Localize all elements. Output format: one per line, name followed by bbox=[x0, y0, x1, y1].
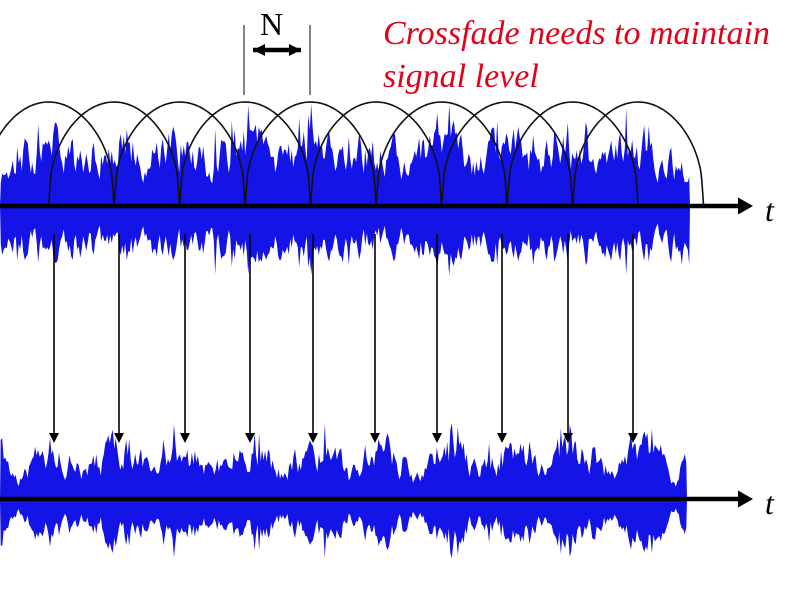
svg-text:signal level: signal level bbox=[383, 58, 539, 95]
svg-text:t: t bbox=[765, 192, 775, 228]
svg-text:Crossfade needs to maintain: Crossfade needs to maintain bbox=[383, 15, 770, 52]
svg-text:t: t bbox=[765, 485, 775, 521]
svg-text:N: N bbox=[260, 6, 283, 42]
